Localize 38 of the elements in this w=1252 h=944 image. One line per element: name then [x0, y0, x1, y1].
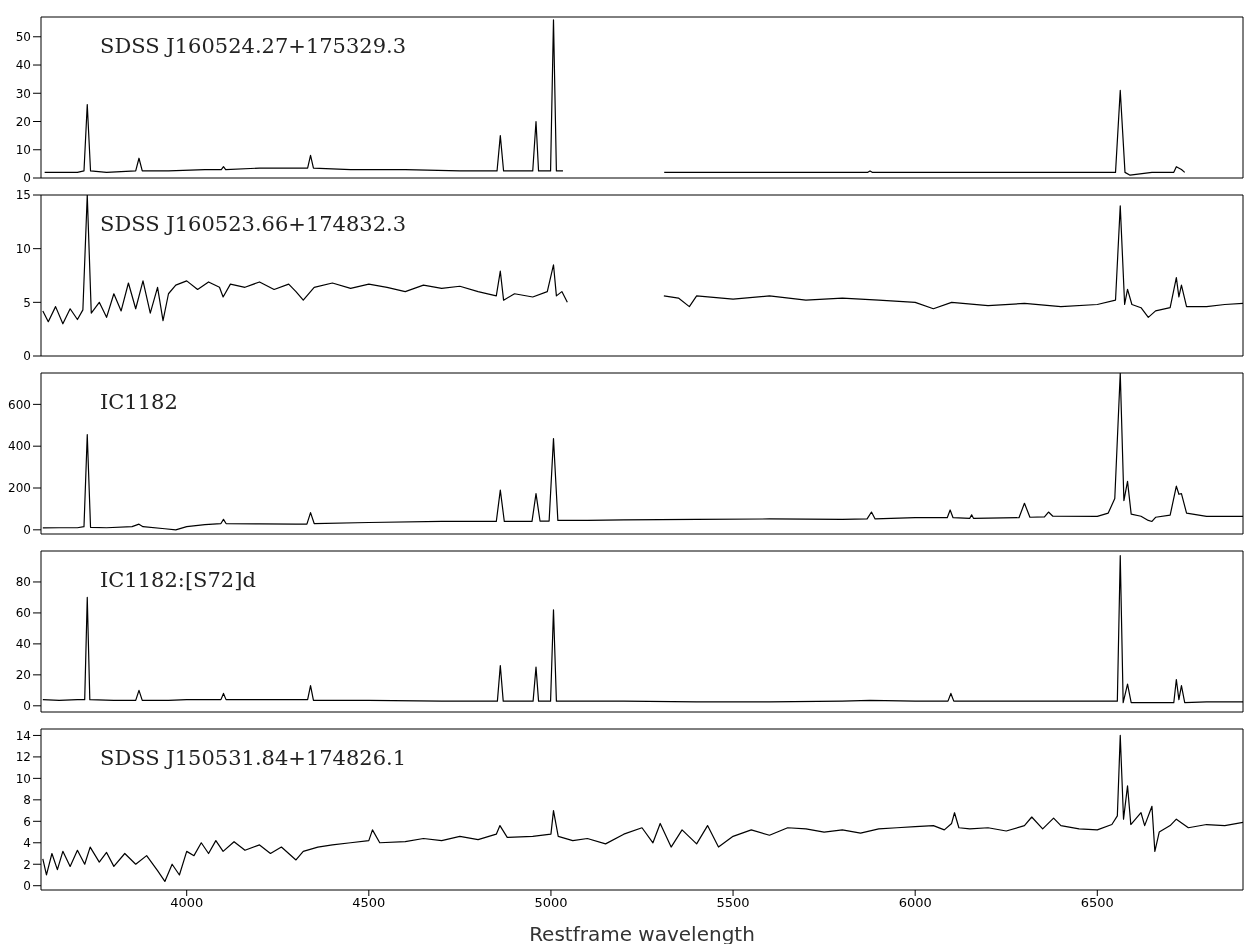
x-tick-label: 4000 [170, 895, 204, 911]
y-tick-label: 0 [23, 523, 31, 538]
text: IC1182:[S72]d [100, 568, 256, 592]
y-tick-label: 0 [23, 699, 31, 714]
y-tick-label: 0 [23, 349, 31, 364]
y-tick-label: 2 [23, 857, 31, 872]
text: SDSS J160524.27+175329.3 [100, 34, 407, 58]
y-tick-label: 12 [15, 750, 31, 765]
y-tick-label: 5 [23, 295, 31, 310]
y-tick-label: 40 [15, 58, 31, 73]
text: IC1182 [100, 390, 178, 414]
y-tick-label: 50 [15, 30, 31, 45]
y-tick-label: 60 [15, 606, 31, 621]
y-tick-label: 6 [23, 814, 31, 829]
x-tick-label: 5000 [534, 895, 568, 911]
text: SDSS J160523.66+174832.3 [100, 212, 407, 236]
y-tick-label: 200 [8, 481, 31, 496]
x-tick-label: 4500 [352, 895, 386, 911]
y-tick-label: 30 [15, 86, 31, 101]
y-tick-label: 14 [15, 728, 31, 743]
y-tick-label: 600 [8, 397, 31, 412]
y-tick-label: 0 [23, 171, 31, 186]
y-tick-label: 8 [23, 793, 31, 808]
y-tick-label: 10 [15, 143, 31, 158]
y-tick-label: 80 [15, 575, 31, 590]
x-tick-label: 6500 [1080, 895, 1114, 911]
y-tick-label: 10 [15, 241, 31, 256]
text: SDSS J150531.84+174826.1 [100, 746, 407, 770]
x-tick-label: 5500 [716, 895, 750, 911]
y-tick-label: 0 [23, 878, 31, 893]
x-tick-label: 6000 [898, 895, 932, 911]
y-tick-label: 15 [15, 188, 31, 203]
y-tick-label: 10 [15, 771, 31, 786]
y-tick-label: 20 [15, 114, 31, 129]
y-tick-label: 20 [15, 668, 31, 683]
y-tick-label: 400 [8, 439, 31, 454]
y-tick-label: 4 [23, 836, 31, 851]
y-tick-label: 40 [15, 637, 31, 652]
